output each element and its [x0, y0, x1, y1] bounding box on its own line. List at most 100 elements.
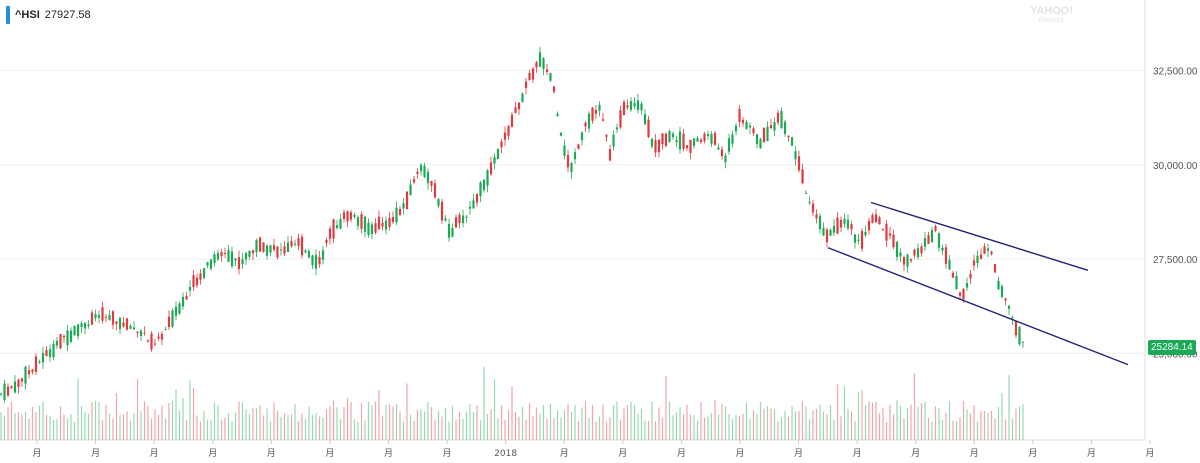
- volume-bar: [483, 366, 485, 440]
- candle-body: [738, 108, 741, 122]
- candle-body: [157, 336, 160, 339]
- volume-bar: [371, 405, 373, 440]
- candle-body: [979, 254, 983, 259]
- volume-bar: [287, 415, 289, 440]
- candle-body: [755, 134, 759, 145]
- volume-bar: [763, 408, 765, 440]
- candle-body: [720, 149, 724, 157]
- volume-bar: [154, 409, 156, 440]
- volume-bar: [952, 420, 954, 440]
- volume-bar: [115, 393, 118, 440]
- candle-body: [801, 169, 804, 184]
- volume-bar: [378, 389, 380, 440]
- x-tick-label: 月: [1145, 448, 1154, 459]
- volume-bar: [325, 409, 328, 440]
- x-tick-label: 月: [384, 448, 393, 459]
- candle-body: [850, 224, 853, 230]
- candle-body: [90, 312, 94, 325]
- candle-body: [776, 112, 780, 123]
- candle-body: [59, 334, 62, 349]
- volume-bar: [458, 411, 461, 440]
- volume-bar: [1022, 404, 1024, 440]
- volume-bar: [283, 413, 286, 440]
- candle-body: [717, 147, 720, 150]
- volume-bar: [724, 406, 727, 440]
- volume-bar: [640, 408, 643, 440]
- volume-bar: [185, 420, 188, 440]
- candle-body: [633, 102, 636, 107]
- volume-bar: [196, 415, 198, 440]
- volume-bar: [101, 420, 104, 440]
- volume-bar: [675, 412, 678, 440]
- volume-bar: [1004, 419, 1007, 440]
- volume-bar: [710, 413, 713, 440]
- candle-body: [612, 134, 615, 147]
- volume-bar: [108, 413, 111, 440]
- candle-body: [563, 145, 566, 156]
- volume-bar: [227, 413, 230, 440]
- candle-body: [790, 137, 794, 146]
- candle-body: [703, 133, 706, 142]
- volume-bar: [273, 402, 275, 440]
- volume-bar: [651, 401, 653, 440]
- ticker-legend[interactable]: ^HSI 27927.58: [6, 6, 91, 24]
- candle-body: [430, 181, 433, 186]
- volume-bar: [847, 408, 849, 440]
- volume-bar: [959, 417, 961, 440]
- candle-body: [346, 211, 349, 222]
- candle-body: [916, 248, 920, 258]
- candle-body: [13, 381, 17, 393]
- volume-bar: [70, 414, 72, 440]
- candle-body: [458, 214, 461, 224]
- volume-bar: [133, 413, 135, 440]
- candle-body: [129, 325, 132, 329]
- x-tick-label: 月: [150, 448, 159, 459]
- ticker-value: 27927.58: [44, 9, 91, 21]
- candle-body: [584, 122, 587, 127]
- volume-bar: [791, 405, 793, 440]
- candle-body: [696, 138, 699, 142]
- volume-bar: [504, 419, 506, 440]
- volume-bar: [798, 411, 800, 440]
- candle-body: [542, 58, 545, 70]
- candle-body: [832, 225, 836, 233]
- volume-bar: [560, 417, 562, 440]
- x-tick-label: 月: [853, 448, 862, 459]
- candle-body: [836, 217, 839, 234]
- volume-bar: [868, 401, 870, 440]
- volume-bar: [728, 413, 730, 440]
- volume-bar: [210, 419, 212, 440]
- candle-body: [318, 256, 321, 265]
- candle-body: [17, 379, 20, 387]
- candle-body: [668, 131, 671, 142]
- volume-bar: [668, 401, 671, 440]
- volume-bar: [861, 390, 863, 440]
- candle-body: [976, 255, 979, 264]
- candle-body: [629, 101, 633, 110]
- volume-bar: [567, 403, 569, 440]
- candle-body: [213, 254, 216, 263]
- candle-body: [80, 323, 83, 327]
- volume-bar: [626, 405, 629, 440]
- volume-bar: [213, 402, 216, 440]
- volume-bar: [980, 411, 982, 440]
- volume-bar: [941, 420, 944, 440]
- candle-body: [822, 227, 825, 236]
- candle-body: [1004, 298, 1007, 301]
- volume-bar: [490, 408, 492, 440]
- candle-body: [727, 138, 731, 152]
- candle-body: [587, 113, 591, 129]
- candle-body: [41, 352, 45, 363]
- volume-bar: [770, 408, 772, 440]
- candle-body: [402, 203, 405, 209]
- candle-body: [955, 276, 958, 289]
- volume-bar: [910, 404, 912, 440]
- candle-body: [699, 139, 703, 143]
- candle-body: [1011, 317, 1014, 319]
- candle-body: [265, 245, 269, 256]
- volume-bar: [969, 413, 972, 440]
- volume-bar: [1008, 374, 1010, 440]
- candle-body: [1000, 286, 1004, 297]
- volume-bar: [290, 414, 293, 440]
